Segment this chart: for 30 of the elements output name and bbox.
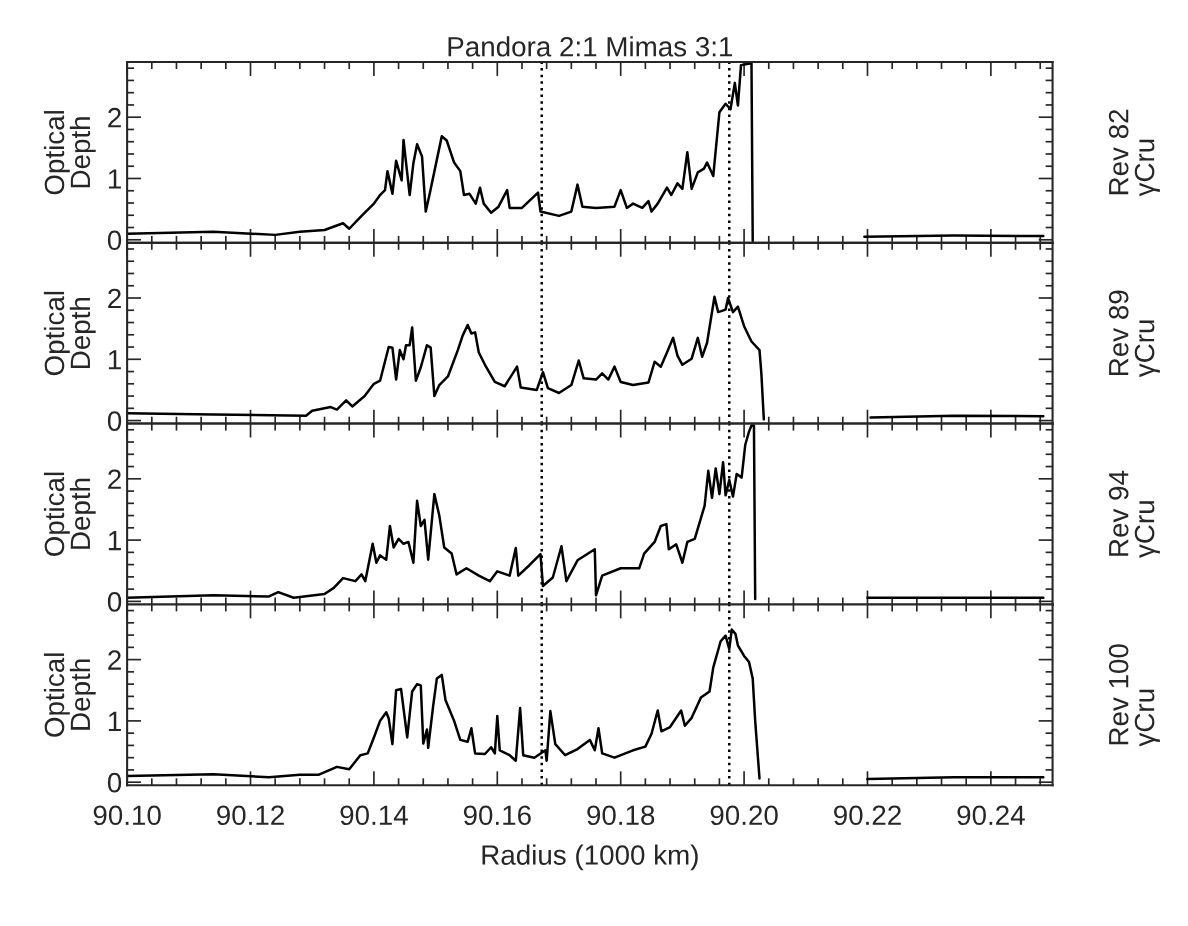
x-tick-label: 90.10 [93, 805, 161, 826]
y-tick-label: 2 [108, 469, 121, 489]
x-tick-label: 90.18 [587, 805, 655, 826]
y2-axis-title: Rev 89 γCru [1108, 290, 1160, 378]
y-tick-label: 1 [108, 711, 121, 731]
y2-axis-title: Rev 94 γCru [1108, 470, 1160, 558]
y2-axis-title: Rev 82 γCru [1108, 109, 1160, 197]
y-tick-label: 1 [108, 350, 121, 370]
y-tick-label: 0 [107, 411, 122, 431]
x-tick-label: 90.24 [957, 805, 1025, 826]
y-tick-label: 0 [107, 592, 122, 612]
x-axis-title: Radius (1000 km) [482, 844, 698, 871]
y-tick-label: 2 [108, 288, 121, 309]
chart-title: Pandora 2:1 Mimas 3:1 [448, 36, 733, 57]
y-axis-title: Optical Depth [43, 472, 96, 556]
y-tick-label: 2 [108, 650, 121, 670]
y-axis-title: Optical Depth [43, 653, 96, 737]
y-tick-label: 1 [108, 531, 121, 551]
x-tick-label: 90.12 [217, 805, 284, 826]
x-tick-label: 90.16 [463, 805, 531, 826]
y-tick-label: 1 [108, 169, 121, 189]
x-tick-label: 90.14 [340, 805, 408, 826]
x-tick-label: 90.22 [834, 805, 901, 826]
x-tick-label: 90.20 [710, 805, 778, 826]
y-tick-label: 0 [107, 772, 122, 793]
y-tick-label: 0 [107, 230, 122, 251]
y-axis-title: Optical Depth [43, 111, 96, 195]
y-axis-title: Optical Depth [43, 291, 96, 376]
y2-axis-title: Rev 100 γCru [1108, 644, 1160, 747]
y-tick-label: 2 [108, 107, 121, 128]
